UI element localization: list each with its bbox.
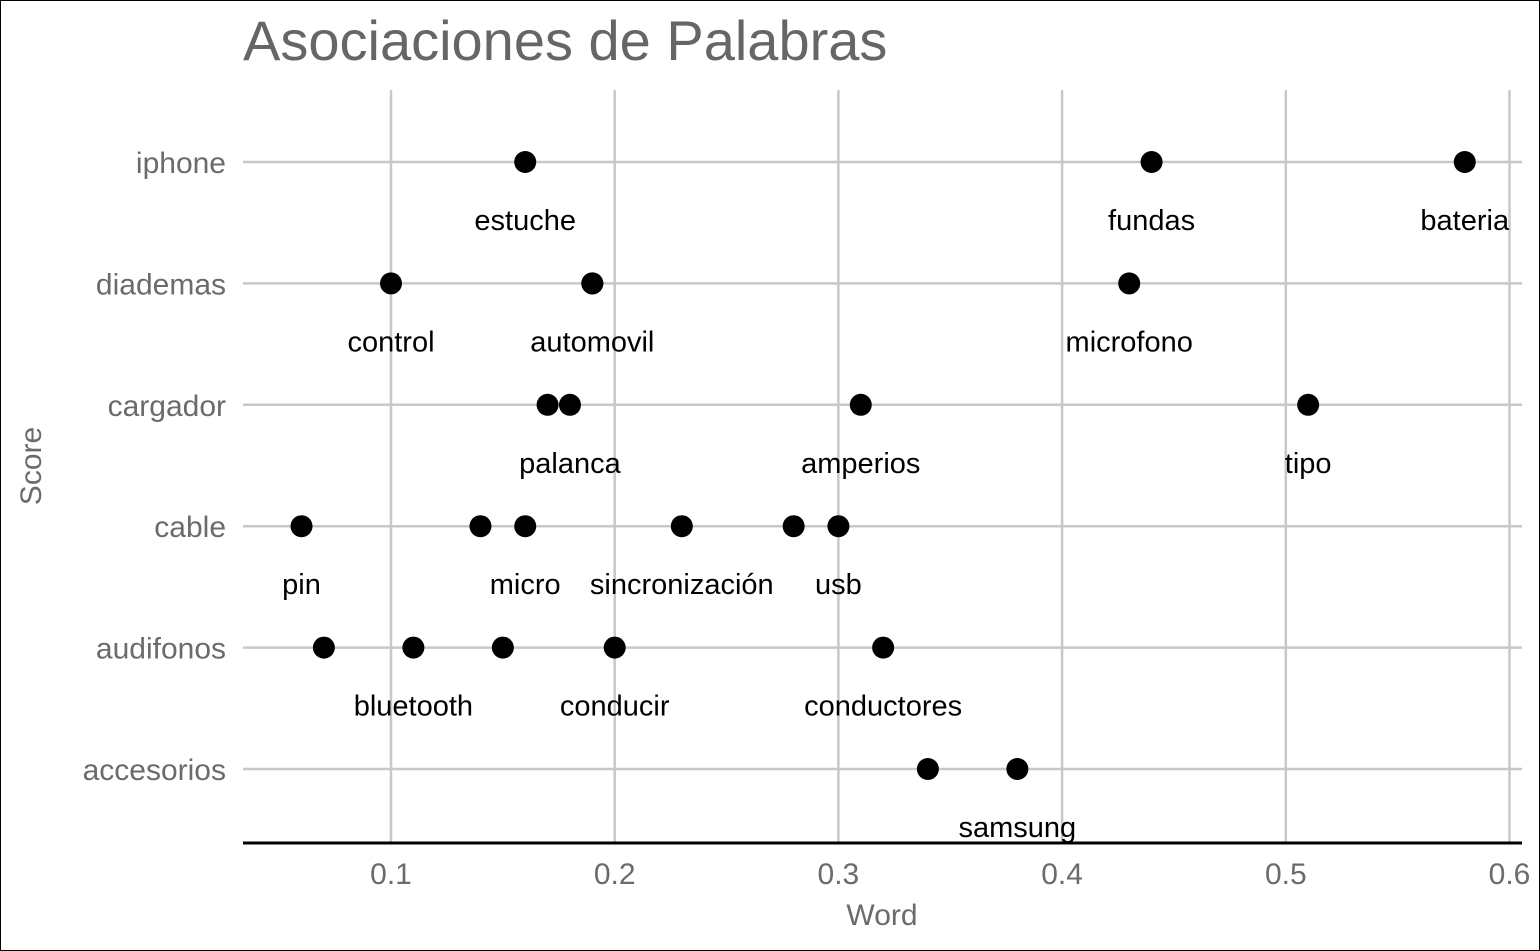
x-tick-0.5: 0.5	[1265, 858, 1307, 891]
point-label: bateria	[1420, 205, 1510, 237]
point-label: microfono	[1066, 326, 1193, 358]
x-tick-labels: 0.1 0.2 0.3 0.4 0.5 0.6	[370, 858, 1530, 891]
data-point	[514, 515, 537, 538]
x-tick-0.3: 0.3	[818, 858, 860, 891]
data-point	[1453, 151, 1476, 173]
point-label: usb	[815, 569, 862, 601]
data-point	[872, 636, 895, 659]
data-point	[916, 758, 939, 780]
data-point	[536, 393, 559, 416]
data-point	[1140, 151, 1163, 173]
x-axis-title: Word	[846, 899, 917, 932]
y-tick-accesorios: accesorios	[83, 754, 226, 787]
data-point	[1297, 393, 1320, 416]
x-tick-0.1: 0.1	[370, 858, 412, 891]
data-point	[380, 272, 402, 295]
data-points	[290, 151, 1476, 780]
data-point	[491, 636, 514, 659]
point-label: micro	[490, 569, 561, 601]
data-point	[514, 151, 537, 173]
data-point	[1118, 272, 1141, 295]
grid-lines	[243, 90, 1522, 843]
data-point	[290, 515, 313, 538]
point-label: sincronización	[590, 569, 774, 601]
point-label: fundas	[1108, 205, 1195, 237]
data-point	[849, 393, 872, 416]
point-label: bluetooth	[354, 691, 473, 723]
x-tick-0.6: 0.6	[1489, 858, 1531, 891]
x-tick-0.2: 0.2	[594, 858, 636, 891]
data-point	[1006, 758, 1029, 780]
data-point	[402, 636, 425, 659]
point-label: amperios	[801, 448, 920, 480]
point-label: pin	[282, 569, 321, 601]
y-tick-cargador: cargador	[108, 390, 226, 423]
data-point	[581, 272, 604, 295]
y-tick-iphone: iphone	[136, 147, 226, 180]
point-label: conductores	[804, 691, 962, 723]
y-tick-diademas: diademas	[96, 268, 226, 301]
y-axis-title: Score	[15, 427, 48, 505]
chart-title: Asociaciones de Palabras	[243, 9, 887, 72]
data-point	[827, 515, 850, 538]
point-label: automovil	[530, 326, 654, 358]
data-point	[312, 636, 335, 659]
y-tick-audifonos: audifonos	[96, 633, 226, 666]
point-label: tipo	[1285, 448, 1332, 480]
x-tick-0.4: 0.4	[1041, 858, 1083, 891]
data-point	[603, 636, 626, 659]
point-label: samsung	[959, 812, 1077, 844]
data-point	[558, 393, 581, 416]
data-point	[670, 515, 693, 538]
point-labels: estuche fundas bateria control automovil micr…	[282, 205, 1510, 844]
y-tick-cable: cable	[154, 511, 226, 544]
y-tick-labels: iphone diademas cargador cable audifonos acce…	[83, 147, 226, 787]
data-point	[469, 515, 492, 538]
point-label: estuche	[474, 205, 576, 237]
point-label: conducir	[560, 691, 670, 723]
point-label: palanca	[519, 448, 621, 480]
data-point	[782, 515, 805, 538]
point-label: control	[347, 326, 434, 358]
